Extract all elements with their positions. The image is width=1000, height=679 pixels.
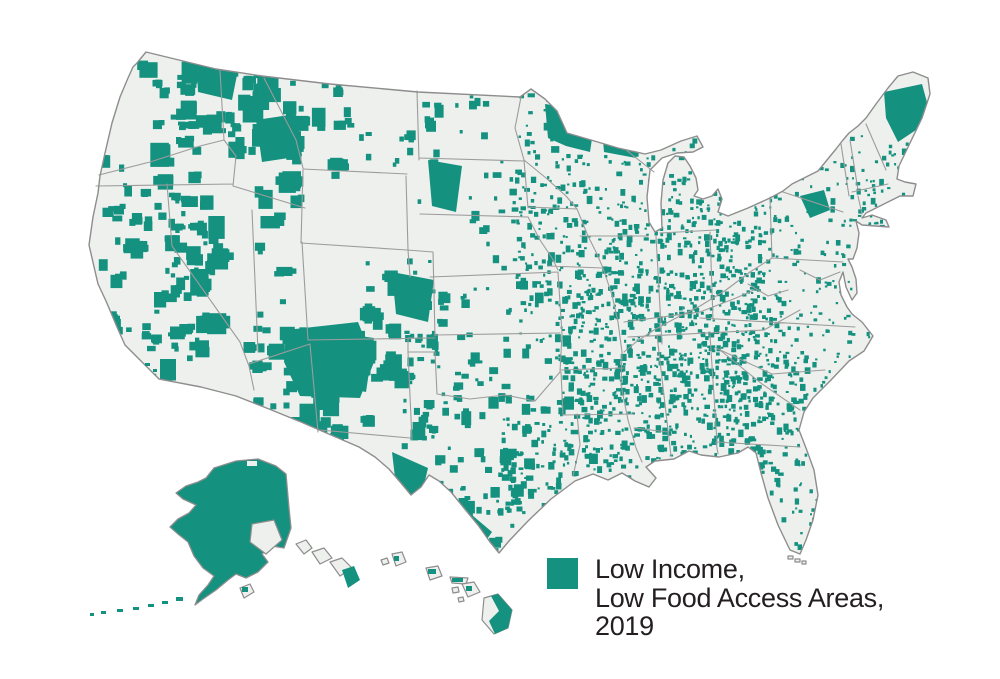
alaska — [90, 458, 360, 616]
alaska-north-gap — [247, 461, 257, 466]
legend-swatch — [547, 558, 578, 589]
hawaii — [380, 551, 513, 635]
lanai — [451, 586, 460, 594]
big-island-highlight — [489, 594, 512, 634]
solid-patch-adirondacks — [800, 190, 830, 218]
florida-keys — [787, 555, 807, 565]
solid-patch-north-new-mexico — [332, 332, 374, 392]
legend-line-2: Low Food Access Areas, — [595, 582, 885, 613]
legend-line-1: Low Income, — [595, 554, 745, 584]
channel-islands — [145, 363, 157, 372]
aleutian-islands — [90, 597, 183, 616]
state-borders — [95, 69, 889, 477]
kahoolawe — [457, 596, 465, 603]
kodiak-island — [239, 583, 255, 599]
legend-line-3: 2019 — [595, 611, 654, 641]
map-legend: Low Income, Low Food Access Areas, 2019 — [547, 555, 884, 641]
alaska-southcentral-gap — [249, 519, 283, 555]
solid-patch-central-south-dakota — [428, 160, 462, 212]
legend-label: Low Income, Low Food Access Areas, 2019 — [595, 555, 884, 641]
alaska-panhandle — [295, 539, 360, 588]
solid-patch-central-idaho — [256, 114, 302, 162]
niihau — [380, 557, 390, 566]
solid-patch-east-colorado — [392, 272, 434, 322]
solid-patch-north-cascades — [196, 52, 240, 100]
alaska-mainland — [169, 458, 292, 606]
